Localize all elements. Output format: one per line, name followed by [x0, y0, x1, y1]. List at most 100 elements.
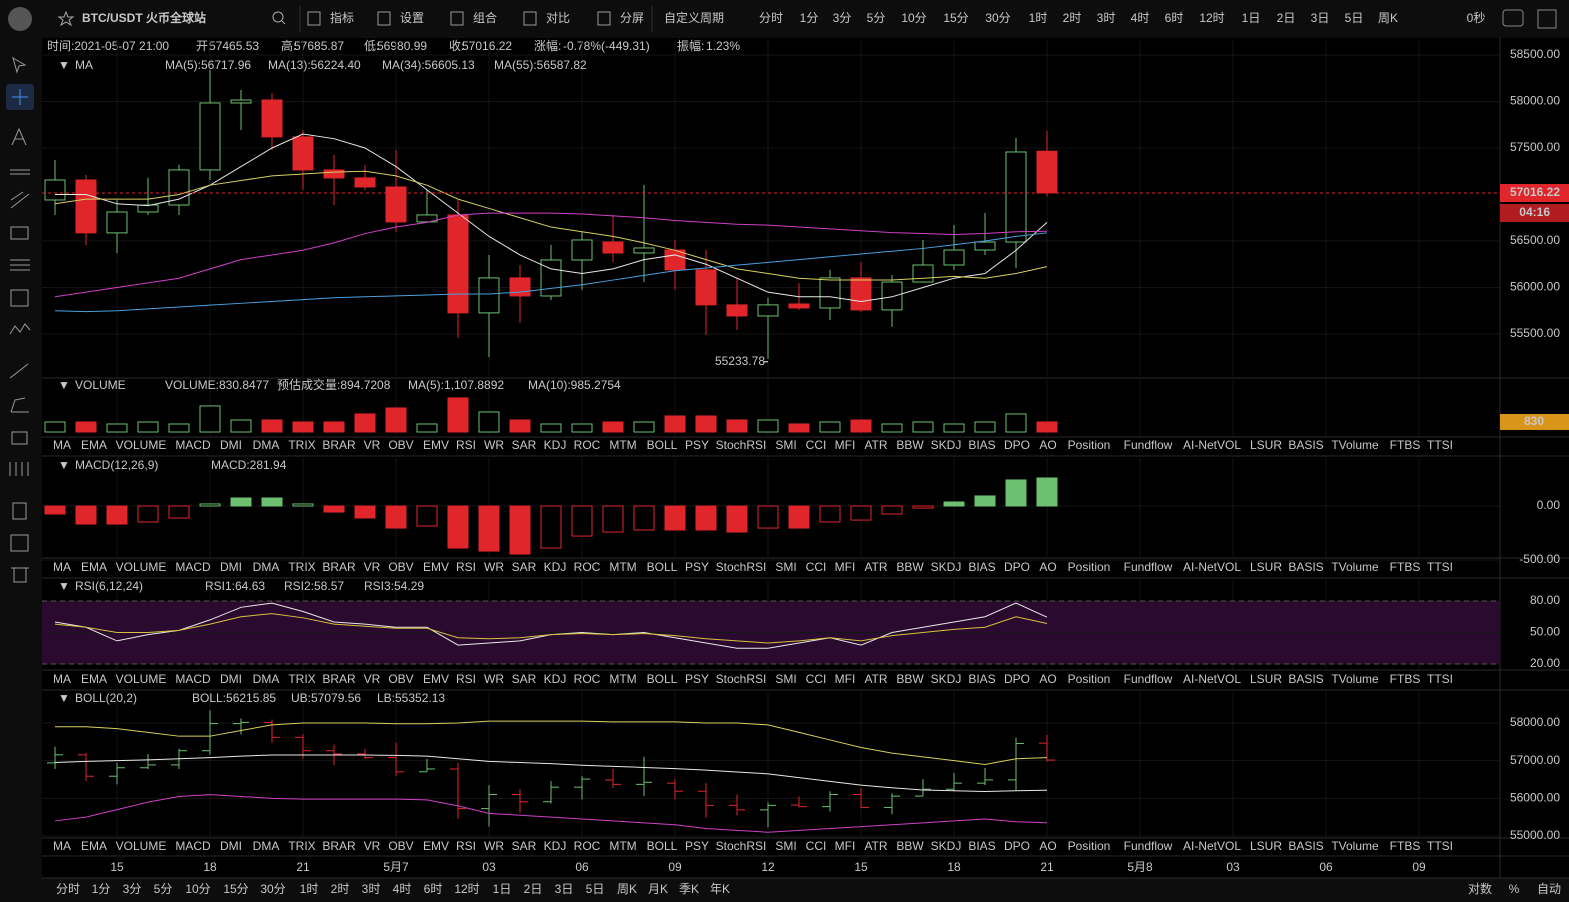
indicator-tab[interactable]: BASIS	[1288, 672, 1323, 686]
indicator-tab[interactable]: KDJ	[544, 438, 567, 452]
indicator-tab[interactable]: DPO	[1004, 438, 1030, 452]
indicator-tab[interactable]: RSI	[456, 560, 476, 574]
crosshair-icon[interactable]	[12, 89, 28, 105]
pattern-icon[interactable]	[10, 289, 29, 307]
indicator-tab[interactable]: SMI	[775, 672, 796, 686]
indicator-tab[interactable]: BASIS	[1288, 560, 1323, 574]
indicator-tab[interactable]: SMI	[775, 438, 796, 452]
indicator-tab[interactable]: CCI	[806, 839, 827, 853]
indicator-tab[interactable]: RSI	[456, 672, 476, 686]
indicator-tab[interactable]: StochRSI	[716, 438, 767, 452]
bottom-period[interactable]: 5分	[154, 882, 173, 896]
tool-icon[interactable]	[450, 11, 464, 26]
scale-option[interactable]: %	[1509, 882, 1520, 896]
indicator-tab[interactable]: AO	[1039, 438, 1056, 452]
indicator-tab[interactable]: VR	[364, 560, 381, 574]
indicator-tab[interactable]: MFI	[835, 438, 856, 452]
indicator-tab[interactable]: BIAS	[968, 839, 995, 853]
indicator-tab[interactable]: DMA	[253, 839, 280, 853]
indicator-tab[interactable]: Fundflow	[1124, 438, 1173, 452]
period-button[interactable]: 周K	[1378, 11, 1398, 25]
indicator-tab[interactable]: EMA	[81, 560, 107, 574]
tool-button[interactable]: 组合	[473, 10, 497, 25]
indicator-tab[interactable]: BOLL	[647, 839, 678, 853]
period-button[interactable]: 3时	[1097, 11, 1116, 25]
indicator-tab[interactable]: TRIX	[288, 839, 315, 853]
indicator-tab[interactable]: DMI	[220, 839, 242, 853]
cursor-icon[interactable]	[12, 56, 27, 74]
scale-option[interactable]: 自动	[1537, 882, 1561, 896]
ruler-icon[interactable]	[10, 169, 30, 175]
indicator-tab[interactable]: DMI	[220, 438, 242, 452]
brush-icon[interactable]	[10, 397, 29, 413]
indicator-tab[interactable]: AI-NetVOL	[1183, 672, 1241, 686]
indicator-tab[interactable]: EMV	[423, 560, 449, 574]
indicator-tab[interactable]: AO	[1039, 672, 1056, 686]
indicator-tab[interactable]: SAR	[512, 438, 537, 452]
indicator-tab[interactable]: MTM	[609, 438, 636, 452]
indicator-tab[interactable]: BBW	[896, 438, 924, 452]
period-button[interactable]: 1时	[1029, 11, 1048, 25]
indicator-tab[interactable]: ROC	[574, 438, 601, 452]
tool-icon[interactable]	[307, 11, 321, 26]
indicator-tab[interactable]: Position	[1068, 560, 1111, 574]
indicator-tab[interactable]: PSY	[685, 438, 709, 452]
indicator-tab[interactable]: VR	[364, 672, 381, 686]
indicator-tab[interactable]: BIAS	[968, 672, 995, 686]
bottom-period[interactable]: 3日	[555, 882, 574, 896]
indicator-tab[interactable]: FTBS	[1390, 839, 1421, 853]
indicator-tab[interactable]: AI-NetVOL	[1183, 560, 1241, 574]
indicator-tab[interactable]: BIAS	[968, 560, 995, 574]
indicator-tab[interactable]: VOLUME	[116, 839, 167, 853]
indicator-tab[interactable]: BOLL	[647, 560, 678, 574]
indicator-tab[interactable]: MFI	[835, 560, 856, 574]
bottom-period[interactable]: 30分	[260, 882, 285, 896]
bottom-period[interactable]: 3时	[362, 882, 381, 896]
indicator-tab[interactable]: MFI	[835, 839, 856, 853]
bottom-period[interactable]: 1分	[92, 882, 111, 896]
indicator-tab[interactable]: VR	[364, 839, 381, 853]
bottom-period[interactable]: 1日	[493, 882, 512, 896]
indicator-tab[interactable]: Position	[1068, 672, 1111, 686]
indicator-tab[interactable]: SMI	[775, 560, 796, 574]
camera-icon[interactable]	[1502, 9, 1524, 27]
indicator-tab[interactable]: DMA	[253, 560, 280, 574]
indicator-tab[interactable]: TTSI	[1427, 438, 1453, 452]
indicator-tab[interactable]: VOLUME	[116, 672, 167, 686]
indicator-tab[interactable]: VOLUME	[116, 438, 167, 452]
indicator-tab[interactable]: BBW	[896, 672, 924, 686]
indicator-tab[interactable]: TVolume	[1331, 438, 1379, 452]
indicator-tab[interactable]: Fundflow	[1124, 560, 1173, 574]
indicator-tab[interactable]: BBW	[896, 560, 924, 574]
indicator-tab[interactable]: ATR	[864, 672, 887, 686]
favorite-icon[interactable]	[57, 10, 75, 27]
hide-icon[interactable]	[9, 462, 29, 476]
indicator-tab[interactable]: ROC	[574, 839, 601, 853]
indicator-tab[interactable]: TVolume	[1331, 560, 1379, 574]
period-button[interactable]: 15分	[943, 11, 968, 25]
indicator-tab[interactable]: MACD	[175, 560, 211, 574]
period-button[interactable]: 10分	[901, 11, 926, 25]
indicator-tab[interactable]: Position	[1068, 438, 1111, 452]
bottom-period[interactable]: 2时	[331, 882, 350, 896]
indicator-tab[interactable]: FTBS	[1390, 672, 1421, 686]
lock-icon[interactable]	[11, 431, 28, 445]
indicator-tab[interactable]: DPO	[1004, 672, 1030, 686]
tool-icon[interactable]	[597, 11, 611, 26]
indicator-tab[interactable]: EMA	[81, 839, 107, 853]
indicator-tab[interactable]: PSY	[685, 839, 709, 853]
scale-option[interactable]: 对数	[1468, 881, 1492, 896]
indicator-tab[interactable]: RSI	[456, 438, 476, 452]
indicator-tab[interactable]: StochRSI	[716, 672, 767, 686]
tool-button[interactable]: 分屏	[620, 11, 644, 25]
indicator-tab[interactable]: EMA	[81, 438, 107, 452]
indicator-tab[interactable]: AO	[1039, 839, 1056, 853]
bottom-period[interactable]: 年K	[710, 882, 730, 896]
indicator-tab[interactable]: BBW	[896, 839, 924, 853]
bottom-period[interactable]: 15分	[223, 882, 248, 896]
indicator-tab[interactable]: StochRSI	[716, 839, 767, 853]
indicator-tab[interactable]: StochRSI	[716, 560, 767, 574]
indicator-tab[interactable]: OBV	[388, 672, 413, 686]
timer[interactable]: 0秒	[1467, 11, 1486, 25]
indicator-tab[interactable]: SMI	[775, 839, 796, 853]
